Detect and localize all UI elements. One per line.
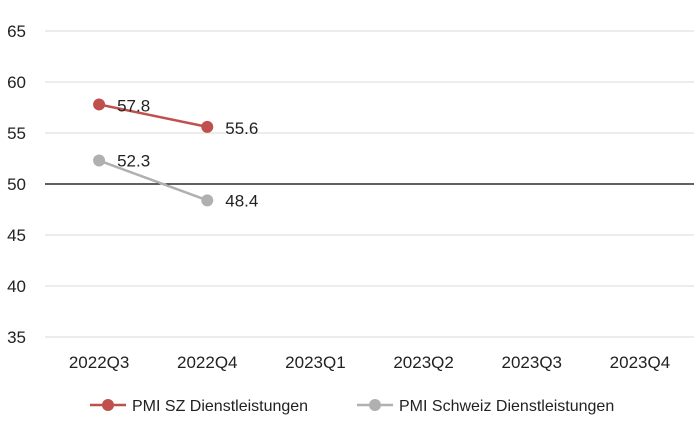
series-group: 57.8 55.6 52.3 48.4: [93, 96, 258, 210]
x-tick-label: 2023Q4: [610, 353, 671, 372]
y-tick-label: 65: [7, 22, 26, 41]
data-label: 57.8: [117, 96, 150, 115]
data-point: [93, 98, 106, 111]
y-tick-label: 40: [7, 277, 26, 296]
x-tick-label: 2022Q4: [177, 353, 238, 372]
x-tick-label: 2023Q2: [393, 353, 454, 372]
y-tick-label: 55: [7, 124, 26, 143]
x-axis-ticks: 2022Q3 2022Q4 2023Q1 2023Q2 2023Q3 2023Q4: [69, 353, 670, 372]
data-label: 48.4: [225, 191, 258, 210]
x-tick-label: 2022Q3: [69, 353, 130, 372]
y-tick-label: 50: [7, 175, 26, 194]
legend: PMI SZ Dienstleistungen PMI Schweiz Diens…: [90, 398, 614, 415]
series-line-2: [98, 159, 208, 202]
x-tick-label: 2023Q1: [285, 353, 346, 372]
y-tick-label: 35: [7, 328, 26, 347]
legend-marker: [102, 399, 114, 411]
y-tick-label: 45: [7, 226, 26, 245]
y-tick-label: 60: [7, 73, 26, 92]
gridlines: [45, 30, 694, 338]
series-line-1: [98, 103, 208, 129]
data-label: 52.3: [117, 152, 150, 171]
data-point: [201, 194, 214, 207]
x-tick-label: 2023Q3: [502, 353, 563, 372]
data-point: [201, 120, 214, 133]
legend-label: PMI Schweiz Dienstleistungen: [399, 398, 614, 415]
y-axis-ticks: 35 40 45 50 55 60 65: [7, 22, 26, 347]
data-point: [93, 154, 106, 167]
legend-label: PMI SZ Dienstleistungen: [132, 398, 308, 415]
data-label: 55.6: [225, 119, 258, 138]
legend-marker: [369, 399, 381, 411]
